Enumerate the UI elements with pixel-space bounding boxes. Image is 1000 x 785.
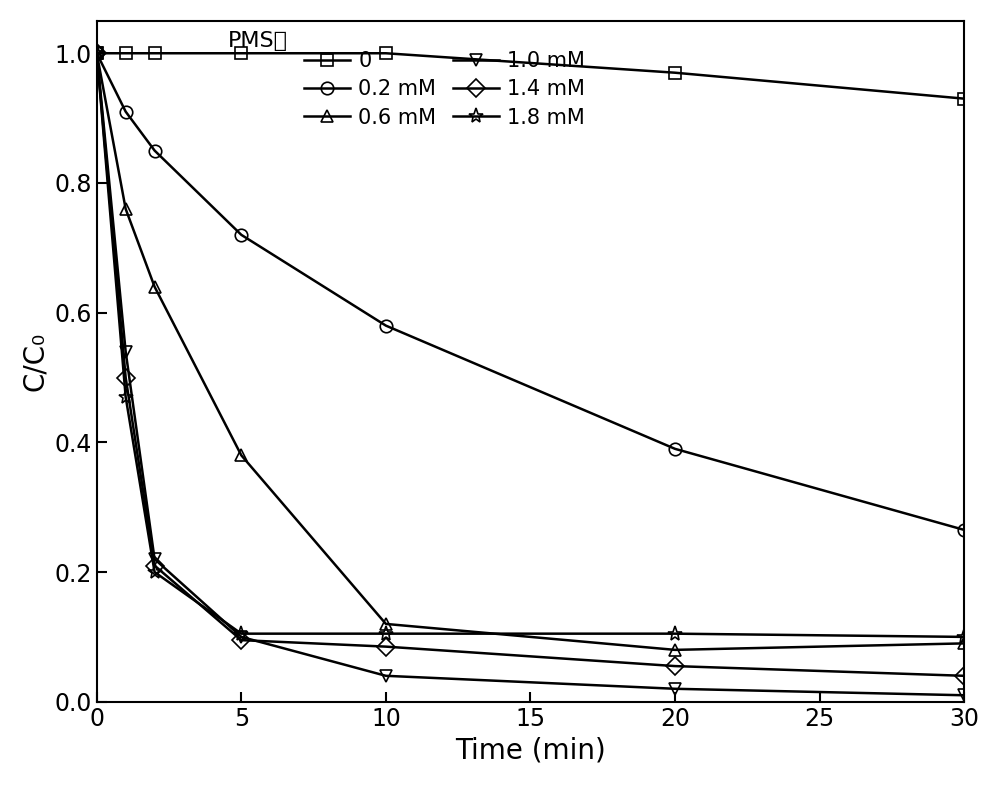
X-axis label: Time (min): Time (min) — [455, 736, 606, 764]
Legend: 0, 0.2 mM, 0.6 mM, 1.0 mM, 1.4 mM, 1.8 mM: 0, 0.2 mM, 0.6 mM, 1.0 mM, 1.4 mM, 1.8 m… — [298, 45, 591, 134]
Y-axis label: C/C₀: C/C₀ — [21, 332, 49, 391]
Text: PMS：: PMS： — [228, 31, 288, 51]
